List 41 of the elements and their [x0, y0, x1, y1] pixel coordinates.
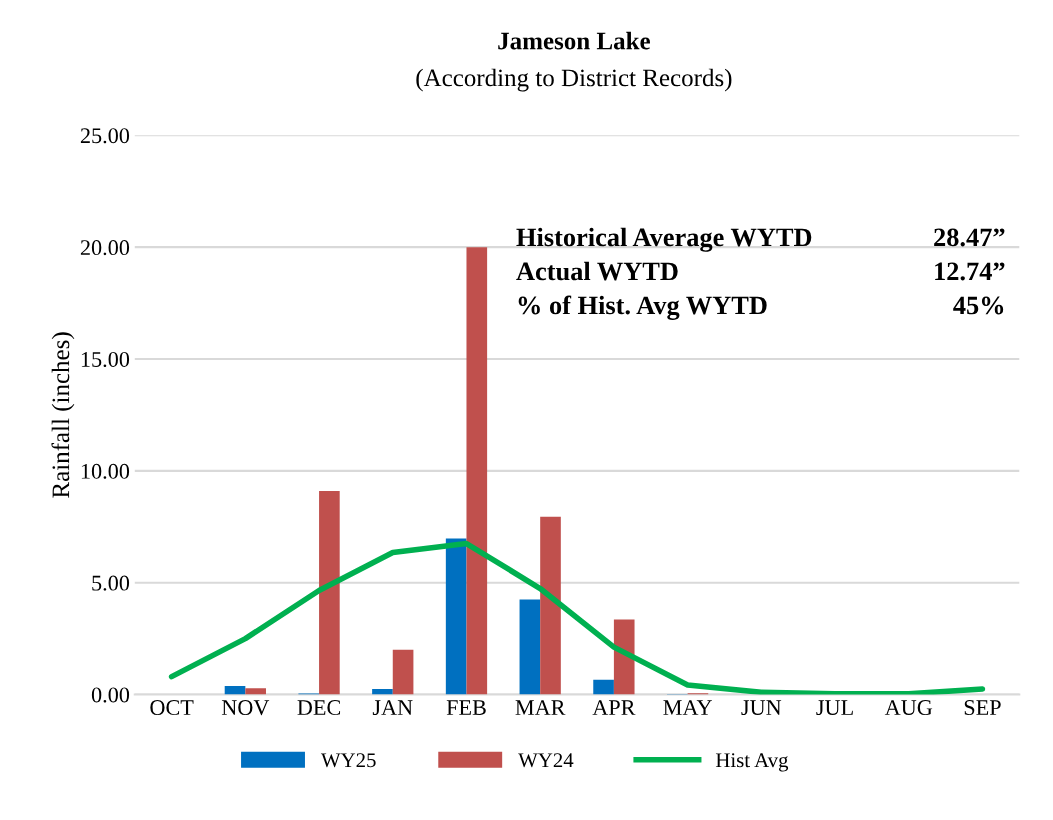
y-tick-label: 0.00: [91, 687, 130, 703]
x-tick-label: JAN: [372, 700, 413, 716]
bar: [372, 688, 393, 695]
x-tick-label: OCT: [150, 700, 194, 716]
annotation: % of Hist. Avg WYTD: [518, 295, 767, 320]
legend-label: Hist Avg: [715, 753, 789, 772]
bar: [613, 619, 635, 695]
x-tick-label: JUN: [741, 700, 782, 716]
y-tick-label: 15.00: [81, 351, 130, 368]
x-tick-label: AUG: [884, 700, 933, 716]
chart-title: Jameson Lake: [498, 31, 650, 50]
annotation: 45%: [953, 296, 1004, 315]
bar: [319, 490, 340, 695]
chart-subtitle: (According to District Records): [416, 68, 732, 92]
bar: [224, 686, 246, 695]
annotation: Actual WYTD: [516, 261, 678, 281]
x-tick-label: SEP: [964, 700, 1001, 716]
legend-label: WY25: [320, 753, 376, 768]
bar: [466, 247, 488, 695]
annotation: 28.47”: [934, 228, 1005, 247]
y-tick-label: 10.00: [81, 463, 130, 479]
bar: [445, 538, 467, 695]
x-tick-label: MAR: [515, 700, 566, 715]
bar: [540, 516, 561, 695]
legend-label: WY24: [518, 753, 574, 768]
x-tick-label: MAY: [663, 700, 712, 715]
bar: [519, 599, 541, 695]
bar: [593, 679, 614, 695]
y-axis-title: Rainfall (inches): [51, 332, 75, 498]
y-tick-label: 5.00: [92, 575, 130, 591]
annotation: Historical Average WYTD: [516, 227, 812, 252]
x-tick-label: NOV: [221, 700, 270, 716]
bar: [245, 688, 266, 695]
x-tick-label: APR: [592, 700, 636, 715]
annotation: 12.74”: [935, 262, 1005, 281]
x-tick-label: JUL: [816, 700, 853, 716]
y-tick-label: 25.00: [80, 128, 130, 144]
x-tick-label: DEC: [297, 700, 341, 716]
x-tick-label: FEB: [446, 700, 486, 715]
bar: [392, 649, 414, 695]
y-tick-label: 20.00: [80, 240, 130, 256]
